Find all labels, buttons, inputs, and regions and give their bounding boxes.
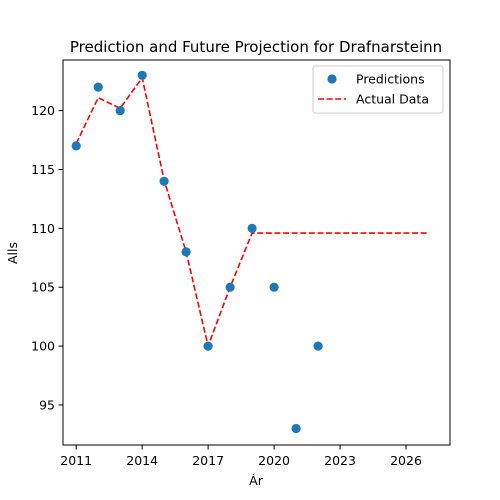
x-tick-label: 2020 <box>258 453 290 468</box>
y-tick-label: 120 <box>31 103 55 118</box>
axes: 2011 2014 2017 2020 2023 2026 95 100 105 110 115 12… <box>31 59 451 468</box>
x-tick-label: 2023 <box>324 453 356 468</box>
x-tick-label: 2011 <box>60 453 92 468</box>
y-tick-label: 95 <box>39 397 55 412</box>
prediction-point <box>313 341 323 351</box>
axes-frame <box>62 59 451 446</box>
x-tick-label: 2017 <box>192 453 224 468</box>
legend-predictions-label: Predictions <box>356 72 425 87</box>
prediction-point <box>225 282 235 292</box>
x-axis-title: Ár <box>249 473 264 488</box>
prediction-point <box>291 423 301 434</box>
prediction-point <box>115 106 125 116</box>
plot-background <box>63 60 450 445</box>
legend-predictions-marker <box>327 74 337 84</box>
y-tick-label: 100 <box>31 339 55 354</box>
prediction-point <box>203 341 213 351</box>
prediction-point <box>137 70 147 80</box>
plot-area <box>63 60 450 445</box>
prediction-point <box>247 223 257 233</box>
prediction-point <box>269 282 279 292</box>
legend: Predictions Actual Data <box>312 65 444 114</box>
legend-box <box>312 65 444 114</box>
prediction-point <box>93 82 103 92</box>
actual-data-line <box>75 75 428 349</box>
x-tick-label: 2026 <box>390 453 422 468</box>
chart-title: Prediction and Future Projection for Dra… <box>70 38 442 56</box>
legend-actual-data-label: Actual Data <box>356 92 429 107</box>
prediction-point <box>71 141 81 151</box>
y-tick-label: 115 <box>31 162 55 177</box>
prediction-point <box>181 247 191 257</box>
x-tick-label: 2014 <box>126 453 158 468</box>
y-tick-label: 105 <box>31 280 55 295</box>
y-axis-title: Alls <box>5 242 20 264</box>
prediction-point <box>159 176 169 186</box>
y-tick-label: 110 <box>31 221 55 236</box>
